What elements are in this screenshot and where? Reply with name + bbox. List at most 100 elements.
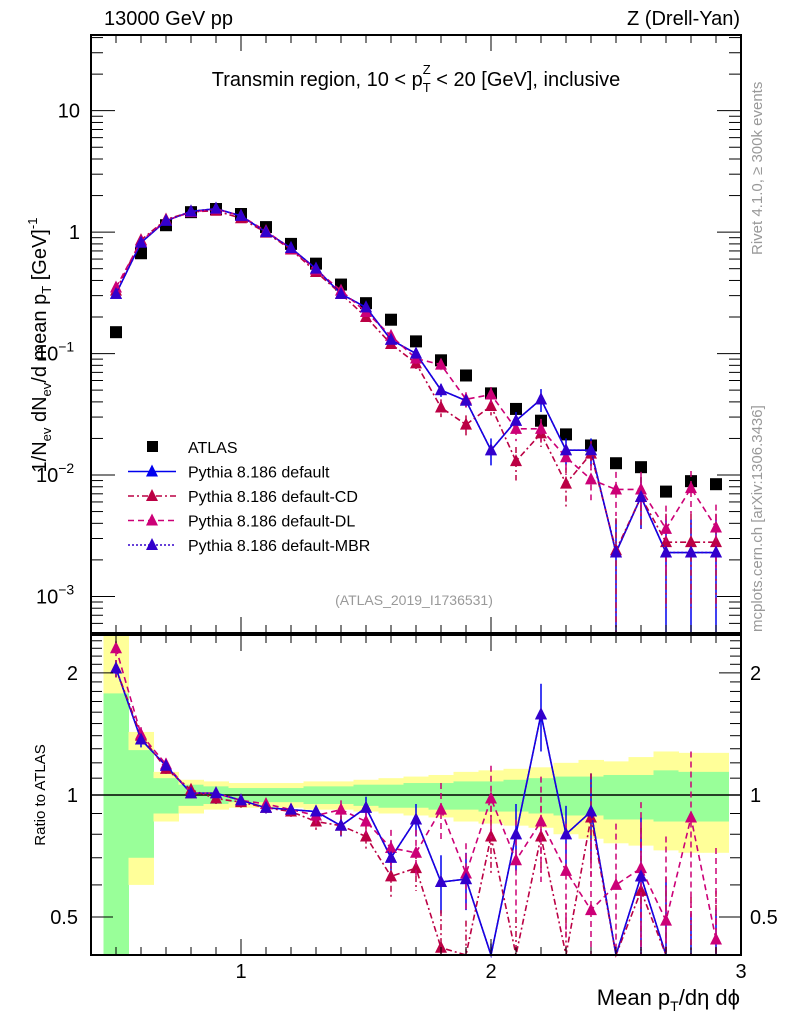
- data-point: [610, 545, 622, 558]
- data-point: [585, 472, 597, 485]
- y-tick-label: 10: [58, 101, 80, 123]
- ratio-point: [660, 913, 672, 926]
- ratio-point: [210, 786, 222, 799]
- data-point: [710, 535, 722, 548]
- ratio-point: [485, 829, 497, 842]
- data-point: [160, 213, 172, 226]
- uncertainty-band-inner: [603, 774, 629, 820]
- ratio-point: [635, 883, 647, 896]
- legend-label: Pythia 8.186 default: [188, 465, 330, 482]
- data-point: [385, 313, 397, 326]
- data-point: [110, 286, 122, 299]
- data-point: [685, 545, 697, 558]
- data-point: [235, 208, 247, 221]
- data-point: [660, 485, 672, 498]
- ratio-point: [410, 812, 422, 825]
- legend-marker: [146, 538, 158, 550]
- data-point: [485, 399, 497, 412]
- data-point: [635, 461, 647, 474]
- ratio-point: [635, 869, 647, 882]
- data-point: [685, 535, 697, 548]
- data-point: [685, 481, 697, 494]
- ratio-point: [385, 840, 397, 853]
- ratio-point: [435, 940, 447, 953]
- uncertainty-band-inner: [703, 771, 729, 822]
- legend-label: Pythia 8.186 default-DL: [188, 514, 355, 531]
- legend-label: Pythia 8.186 default-MBR: [188, 538, 370, 555]
- data-point: [285, 241, 297, 254]
- x-tick-label: 1: [235, 961, 246, 983]
- data-point: [510, 421, 522, 434]
- main-title: Transmin region, 10 < pTZ < 20 [GeV], in…: [212, 62, 621, 95]
- ratio-point: [610, 877, 622, 890]
- legend-item: Pythia 8.186 default-DL: [128, 513, 355, 531]
- ratio-point: [535, 707, 547, 720]
- data-point: [660, 521, 672, 534]
- uncertainty-band-inner: [628, 774, 654, 820]
- ratio-y-tick-label-right: 1: [750, 785, 761, 807]
- ratio-y-tick-label-right: 0.5: [750, 907, 778, 929]
- legend-marker: [146, 489, 158, 501]
- uncertainty-band-inner: [103, 693, 129, 955]
- ratio-point: [710, 932, 722, 945]
- x-axis-label: Mean pT/dη dϕ: [597, 985, 740, 1014]
- ratio-point: [260, 800, 272, 813]
- data-point: [260, 225, 272, 238]
- data-point: [460, 417, 472, 430]
- legend-marker: [147, 441, 158, 452]
- ratio-point: [635, 861, 647, 874]
- data-point: [560, 443, 572, 456]
- main-data-layer: [110, 201, 722, 633]
- ratio-point: [360, 814, 372, 827]
- main-ticks: 10 1 10−1 10−2 10−3: [36, 35, 742, 634]
- data-point: [560, 428, 572, 441]
- ratio-point: [460, 872, 472, 885]
- data-point: [460, 393, 472, 406]
- legend-marker: [146, 464, 158, 477]
- series-pythia-8-186-default: [110, 201, 722, 633]
- data-point: [410, 346, 422, 359]
- ratio-point: [110, 661, 122, 674]
- data-point: [435, 357, 447, 370]
- ratio-point: [235, 793, 247, 806]
- main-y-axis-label: 1/Nev dNev/d mean pT [GeV]-1: [25, 218, 54, 473]
- ratio-point: [410, 861, 422, 874]
- header-left: 13000 GeV pp: [104, 8, 233, 30]
- ratio-point: [510, 827, 522, 840]
- legend-item: Pythia 8.186 default-MBR: [128, 538, 370, 555]
- ratio-y-tick-label-right: 2: [750, 663, 761, 685]
- legend-label: Pythia 8.186 default-CD: [188, 489, 358, 506]
- x-tick-label: 2: [485, 961, 496, 983]
- ratio-point: [135, 732, 147, 745]
- ratio-y-axis-label: Ratio to ATLAS: [32, 744, 49, 845]
- ratio-point: [285, 802, 297, 815]
- legend-label: ATLAS: [188, 440, 238, 457]
- ratio-point: [360, 829, 372, 842]
- data-point: [460, 369, 472, 382]
- ratio-point: [185, 786, 197, 799]
- data-point: [560, 476, 572, 489]
- legend: ATLAS Pythia 8.186 default Pythia 8.186 de…: [128, 440, 370, 555]
- ratio-y-tick-label-left: 1: [67, 785, 78, 807]
- legend-item: Pythia 8.186 default: [128, 464, 330, 482]
- ratio-point: [685, 810, 697, 823]
- data-point: [485, 387, 497, 400]
- data-point: [710, 478, 722, 491]
- ratio-point: [335, 802, 347, 815]
- ratio-point: [510, 853, 522, 866]
- ratio-point: [485, 791, 497, 804]
- header-right: Z (Drell-Yan): [627, 8, 740, 30]
- data-point: [360, 300, 372, 313]
- ratio-point: [310, 804, 322, 817]
- ratio-point: [385, 869, 397, 882]
- mcplots-label: mcplots.cern.ch [arXiv:1306.3436]: [749, 405, 766, 632]
- data-point: [560, 450, 572, 463]
- data-point: [385, 332, 397, 345]
- data-point: [510, 413, 522, 426]
- ratio-panel: 2 2 1 1 0.5 0.5 1 2 3 Ratio to ATLAS Mean pT/dη …: [32, 634, 778, 1014]
- series-pythia-8-186-default-cd: [110, 203, 722, 633]
- main-panel: 10 1 10−1 10−2 10−3 Transmin region, 10 < pT…: [25, 34, 742, 634]
- data-point: [310, 261, 322, 274]
- data-point: [485, 443, 497, 456]
